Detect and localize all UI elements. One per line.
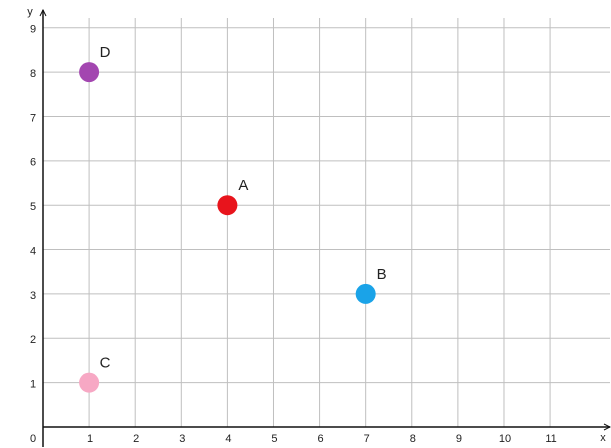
y-tick-label: 1 <box>30 379 36 391</box>
y-axis-label: y <box>27 6 33 18</box>
x-tick-label: 9 <box>456 433 462 445</box>
x-tick-label: 5 <box>271 433 277 445</box>
y-axis-arrow <box>39 8 47 17</box>
point <box>79 62 100 83</box>
y-tick-label: 9 <box>30 24 36 36</box>
x-tick-label: 3 <box>179 433 185 445</box>
x-tick-label: 0 <box>30 433 36 445</box>
y-tick-label: 3 <box>30 290 36 302</box>
y-tick-label: 8 <box>30 68 36 80</box>
x-tick-label: 10 <box>499 433 511 445</box>
x-tick-label: 4 <box>225 433 231 445</box>
point <box>355 283 376 304</box>
point-label: B <box>377 266 387 283</box>
x-tick-label: 11 <box>545 433 556 445</box>
point <box>217 195 238 216</box>
x-tick-label: 1 <box>87 433 93 445</box>
y-tick-label: 2 <box>30 334 36 346</box>
point-label: D <box>100 44 111 61</box>
x-axis-label: x <box>600 432 606 444</box>
y-tick-label: 6 <box>30 157 36 169</box>
point-label: C <box>100 355 111 372</box>
x-axis-arrow <box>603 423 611 431</box>
point <box>79 372 100 393</box>
point-label: A <box>238 177 248 194</box>
x-tick-label: 2 <box>133 433 139 445</box>
y-tick-label: 4 <box>30 245 36 257</box>
x-tick-label: 7 <box>364 433 370 445</box>
y-tick-label: 5 <box>30 201 36 213</box>
y-tick-label: 7 <box>30 112 36 124</box>
x-tick-label: 8 <box>410 433 416 445</box>
x-tick-label: 6 <box>318 433 324 445</box>
